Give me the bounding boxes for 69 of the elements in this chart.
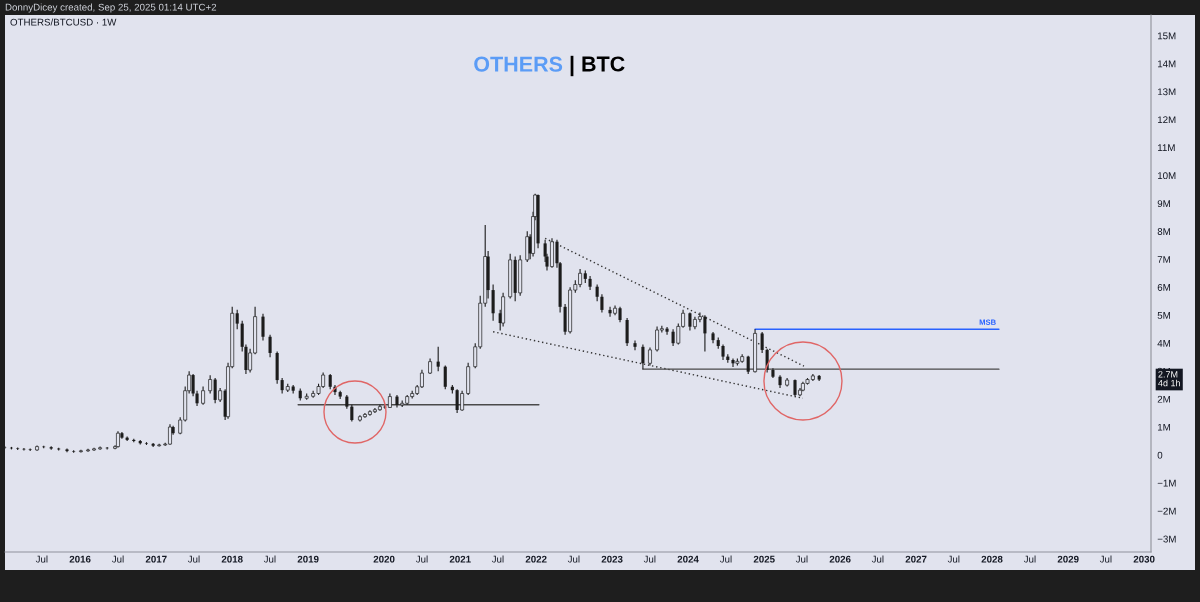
- candlestick: [491, 283, 495, 322]
- x-tick-label: 2019: [297, 555, 319, 563]
- candlestick: [760, 331, 764, 354]
- candlestick: [235, 309, 239, 330]
- x-tick-label: Jul: [871, 555, 884, 563]
- x-tick-label: Jul: [567, 555, 580, 563]
- candlestick: [443, 364, 447, 390]
- y-tick-label: 5M: [1157, 312, 1170, 319]
- y-tick-label: −2M: [1157, 507, 1176, 515]
- candlestick: [208, 374, 213, 395]
- text: 2.7M 4d 1h: [1158, 371, 1180, 387]
- x-tick-label: 2028: [981, 555, 1003, 563]
- chart-subtitle: OTHERS/BTCUSD · 1W: [10, 18, 117, 26]
- x-tick-label: 2024: [677, 555, 699, 563]
- x-tick-label: 2026: [829, 555, 851, 563]
- x-tick-label: Jul: [719, 555, 732, 563]
- x-tick-label: 2016: [69, 555, 91, 563]
- y-tick-label: 14M: [1157, 60, 1176, 68]
- x-tick-label: Jul: [491, 555, 504, 563]
- x-tick-label: 2020: [373, 555, 395, 563]
- y-tick-label: 8M: [1157, 228, 1170, 235]
- x-tick-label: 2022: [525, 555, 547, 563]
- y-tick-label: 1M: [1157, 423, 1170, 431]
- y-tick-label: 9M: [1157, 200, 1170, 208]
- x-tick-label: 2025: [753, 555, 775, 563]
- x-tick-label: 2017: [145, 555, 167, 563]
- y-tick-label: −1M: [1157, 479, 1176, 487]
- text: OTHERS | BTC: [474, 55, 625, 77]
- y-tick-label: 4M: [1157, 340, 1170, 347]
- x-tick-label: Jul: [263, 555, 276, 563]
- x-tick-label: Jul: [643, 555, 656, 563]
- candlestick: [688, 311, 692, 332]
- y-tick-label: 2M: [1157, 395, 1170, 403]
- candlestick: [633, 339, 637, 351]
- candlestick: [460, 390, 465, 412]
- x-tick-label: 2021: [449, 555, 471, 563]
- y-tick-label: 7M: [1157, 256, 1170, 263]
- candlestick: [600, 293, 604, 313]
- y-tick-label: −3M: [1157, 535, 1176, 543]
- x-tick-label: 2018: [221, 555, 243, 563]
- candlestick: [201, 385, 205, 406]
- candlestick: [436, 346, 440, 372]
- x-tick-label: 2023: [601, 555, 623, 563]
- candlestick: [648, 346, 652, 367]
- x-tick-label: Jul: [947, 555, 960, 563]
- x-tick-label: 2030: [1133, 555, 1155, 563]
- text: DonnyDicey created, Sep 25, 2025 01:14 UTC+2: [5, 3, 217, 13]
- y-tick-label: 15M: [1157, 32, 1176, 40]
- x-tick-label: Jul: [187, 555, 200, 563]
- x-tick-label: Jul: [111, 555, 124, 563]
- x-tick-label: 2027: [905, 555, 927, 563]
- y-tick-label: 6M: [1157, 284, 1170, 291]
- x-tick-label: Jul: [35, 555, 48, 563]
- candlestick: [151, 442, 155, 448]
- candlestick: [261, 313, 265, 341]
- x-tick-label: 2029: [1057, 555, 1079, 563]
- x-tick-label: Jul: [415, 555, 428, 563]
- y-tick-label: 10M: [1157, 172, 1176, 180]
- x-tick-label: Jul: [1099, 555, 1112, 563]
- y-tick-label: 0: [1157, 451, 1163, 459]
- y-tick-label: 11M: [1157, 144, 1175, 152]
- x-tick-label: Jul: [795, 555, 808, 563]
- candlestick: [641, 344, 645, 370]
- y-tick-label: 13M: [1157, 88, 1176, 96]
- candlestick: [746, 355, 750, 375]
- x-tick-label: Jul: [1023, 555, 1036, 563]
- candlestick: [625, 317, 629, 347]
- y-tick-label: 12M: [1157, 116, 1176, 124]
- candlestick: [268, 334, 272, 358]
